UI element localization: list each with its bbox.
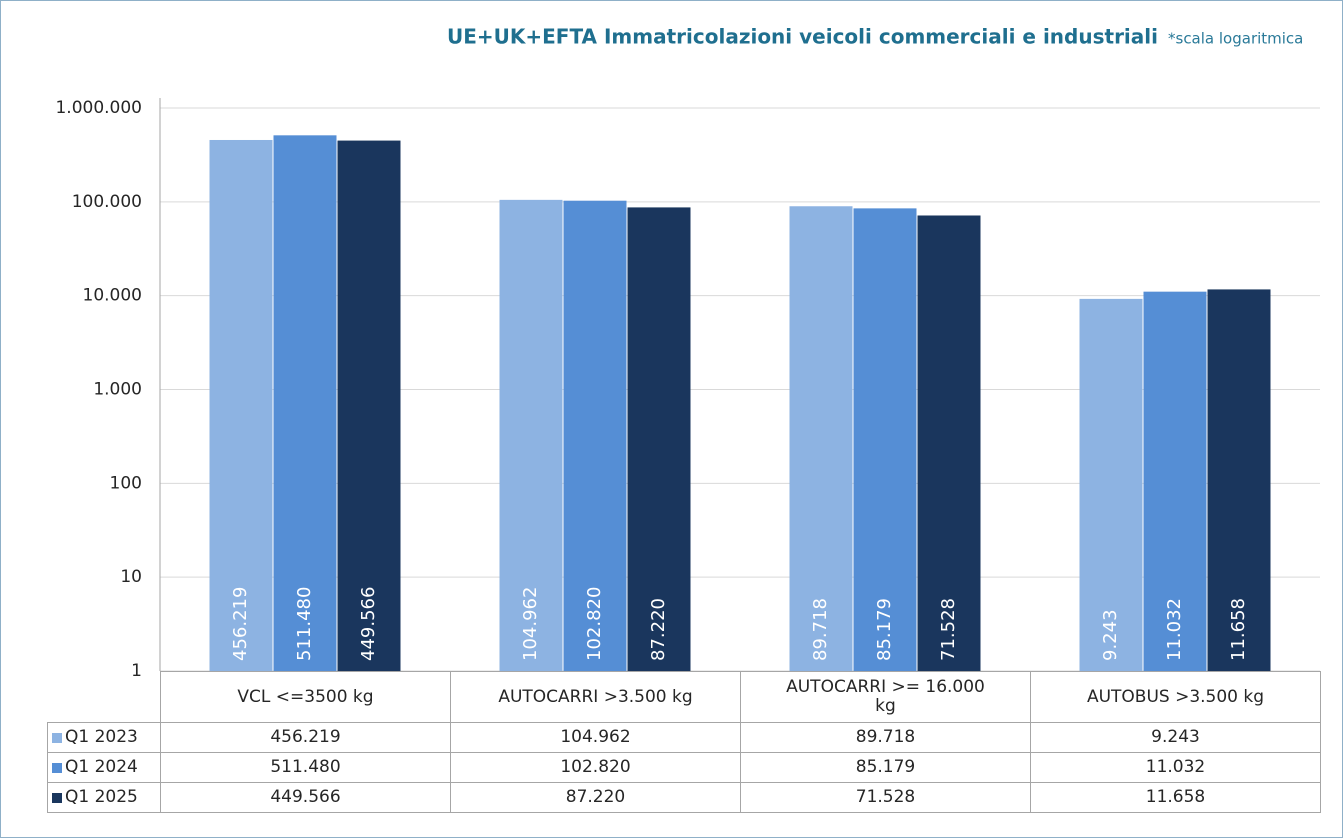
value-label: 71.528 — [938, 598, 959, 661]
bar — [789, 206, 853, 671]
value-label: 89.718 — [810, 598, 831, 661]
legend-swatch — [52, 792, 62, 803]
legend-label: Q1 2023 — [65, 727, 138, 747]
value-label: 511.480 — [294, 587, 315, 661]
chart-title: UE+UK+EFTA Immatricolazioni veicoli comm… — [447, 25, 1158, 49]
bar — [209, 139, 273, 671]
legend-label: Q1 2024 — [65, 757, 138, 777]
table-header: AUTOCARRI >3.500 kg — [450, 671, 741, 723]
value-label: 9.243 — [1100, 609, 1121, 661]
value-label: 11.032 — [1164, 598, 1185, 661]
bar — [917, 215, 981, 671]
bar — [627, 207, 691, 671]
table-cell: 449.566 — [160, 782, 451, 813]
bar — [1207, 289, 1271, 671]
value-label: 456.219 — [230, 587, 251, 661]
legend-label: Q1 2025 — [65, 787, 138, 807]
table-cell: 11.032 — [1030, 752, 1321, 783]
table-cell: 85.179 — [740, 752, 1031, 783]
bar — [499, 199, 563, 672]
value-label: 102.820 — [584, 587, 605, 661]
table-header: AUTOBUS >3.500 kg — [1030, 671, 1321, 723]
table-cell: 71.528 — [740, 782, 1031, 813]
legend-cell: Q1 2024 — [47, 752, 161, 783]
y-tick-label: 1.000 — [93, 380, 142, 400]
legend-swatch — [52, 732, 62, 743]
value-label: 11.658 — [1228, 598, 1249, 661]
annotation: *scala logaritmica — [1168, 30, 1303, 48]
y-tick-label: 10.000 — [83, 286, 142, 306]
table-cell: 9.243 — [1030, 722, 1321, 753]
bar — [1143, 291, 1207, 671]
table-cell: 11.658 — [1030, 782, 1321, 813]
y-tick-label: 1 — [131, 661, 142, 681]
bar — [337, 140, 401, 672]
bar — [273, 135, 337, 671]
bar — [853, 208, 917, 671]
y-tick-label: 1.000.000 — [55, 98, 142, 118]
value-label: 449.566 — [358, 587, 379, 661]
table-cell: 102.820 — [450, 752, 741, 783]
table-header: VCL <=3500 kg — [160, 671, 451, 723]
table-cell: 511.480 — [160, 752, 451, 783]
y-tick-label: 10 — [120, 567, 142, 587]
table-header: AUTOCARRI >= 16.000 kg — [740, 671, 1031, 723]
bar — [563, 200, 627, 671]
y-tick-label: 100.000 — [72, 192, 142, 212]
legend-cell: Q1 2025 — [47, 782, 161, 813]
table-cell: 89.718 — [740, 722, 1031, 753]
table-cell: 456.219 — [160, 722, 451, 753]
legend-swatch — [52, 762, 62, 773]
y-tick-label: 100 — [110, 473, 142, 493]
legend-cell: Q1 2023 — [47, 722, 161, 753]
value-label: 104.962 — [520, 587, 541, 661]
bar — [1079, 298, 1143, 671]
table-cell: 104.962 — [450, 722, 741, 753]
value-label: 85.179 — [874, 598, 895, 661]
value-label: 87.220 — [648, 598, 669, 661]
table-cell: 87.220 — [450, 782, 741, 813]
